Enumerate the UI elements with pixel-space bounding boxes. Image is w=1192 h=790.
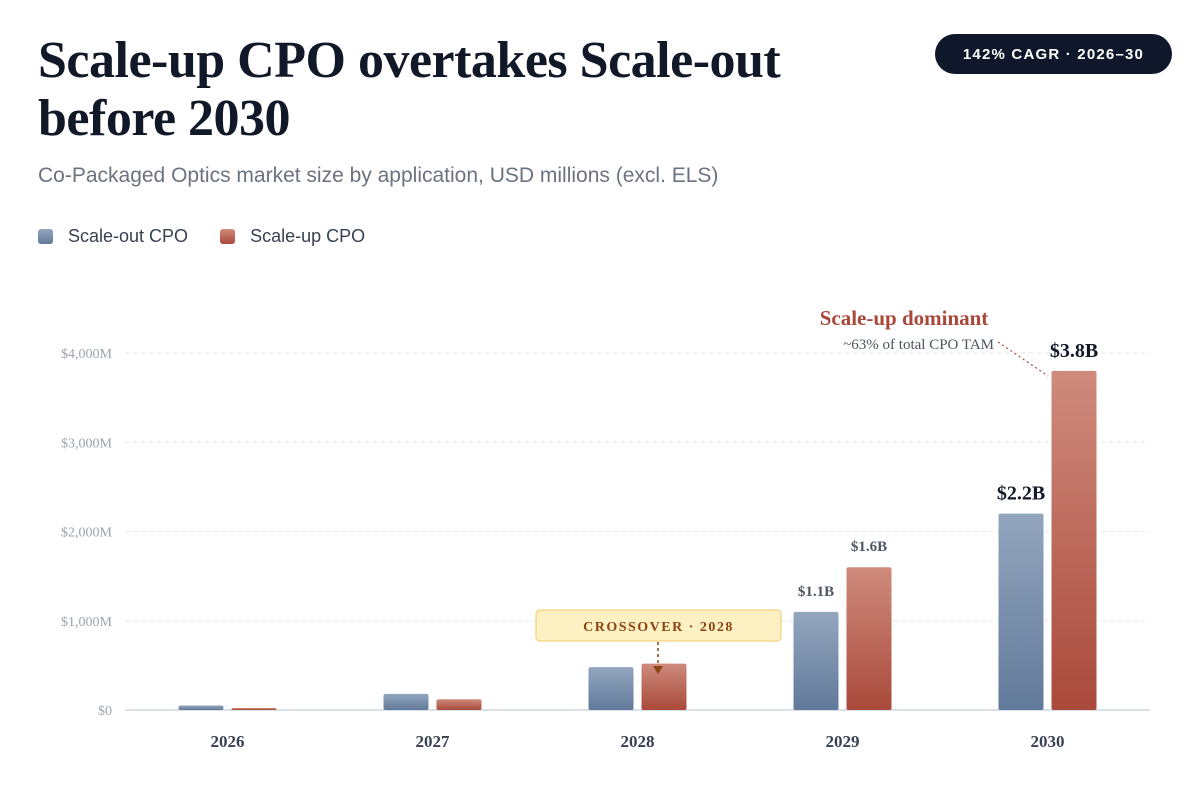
label-layer: 2026 2027 2028 2029 $1.1B $1.6B 2030 $2.2B $3.8B — [211, 340, 1099, 751]
crossover-label: CROSSOVER · 2028 — [583, 620, 734, 635]
legend: Scale-out CPO Scale-up CPO — [38, 226, 365, 247]
bar-scale-out-2029 — [793, 611, 839, 710]
data-label-scale-out-2030: $2.2B — [997, 483, 1045, 505]
crossover-callout: CROSSOVER · 2028 — [535, 609, 782, 674]
bar-scale-up-2027 — [436, 699, 482, 710]
legend-label-scale-up: Scale-up CPO — [250, 226, 366, 246]
bar-scale-out-2028 — [588, 667, 634, 710]
dominant-annotation: Scale-up dominant ~63% of total CPO TAM — [820, 306, 1049, 377]
bar-layer — [178, 370, 1097, 710]
y-tick-label: $4,000M — [61, 347, 113, 362]
dominant-annotation-leader — [997, 341, 1049, 377]
bar-scale-out-2027 — [383, 693, 429, 710]
chart-title: Scale-up CPO overtakes Scale-out before … — [38, 32, 781, 147]
crossover-box — [535, 609, 782, 642]
x-tick-label: 2028 — [621, 732, 655, 751]
cagr-badge: 142% CAGR · 2026–30 — [935, 34, 1172, 74]
bar-scale-out-2030 — [998, 513, 1044, 710]
legend-label-scale-out: Scale-out CPO — [68, 226, 189, 246]
y-tick-label: $3,000M — [61, 436, 113, 451]
chart-subtitle: Co-Packaged Optics market size by applic… — [38, 164, 719, 187]
data-label-scale-up-2030: $3.8B — [1050, 340, 1098, 362]
x-tick-label: 2026 — [211, 732, 245, 751]
bar-scale-up-2026 — [231, 708, 277, 710]
y-tick-label: $0 — [98, 704, 112, 719]
x-tick-label: 2030 — [1031, 732, 1065, 751]
bar-scale-up-2028 — [641, 663, 687, 710]
legend-item-scale-up: Scale-up CPO — [220, 226, 365, 247]
bar-scale-up-2030 — [1051, 370, 1097, 710]
bar-scale-out-2026 — [178, 705, 224, 710]
dominant-annotation-subtitle: ~63% of total CPO TAM — [843, 337, 994, 353]
legend-swatch-scale-up — [220, 229, 236, 244]
bar-scale-up-2029 — [846, 567, 892, 710]
grid-layer: $0 $1,000M $2,000M $3,000M $4,000M — [61, 347, 1150, 719]
data-label-scale-out-2029: $1.1B — [798, 584, 834, 600]
data-label-scale-up-2029: $1.6B — [851, 539, 887, 555]
legend-item-scale-out: Scale-out CPO — [38, 226, 188, 247]
x-tick-label: 2029 — [826, 732, 860, 751]
dominant-annotation-title: Scale-up dominant — [820, 306, 989, 330]
y-tick-label: $1,000M — [61, 615, 113, 630]
legend-swatch-scale-out — [38, 229, 53, 244]
x-tick-label: 2027 — [416, 732, 451, 751]
crossover-arrow-icon — [653, 666, 663, 674]
y-tick-label: $2,000M — [61, 526, 113, 541]
